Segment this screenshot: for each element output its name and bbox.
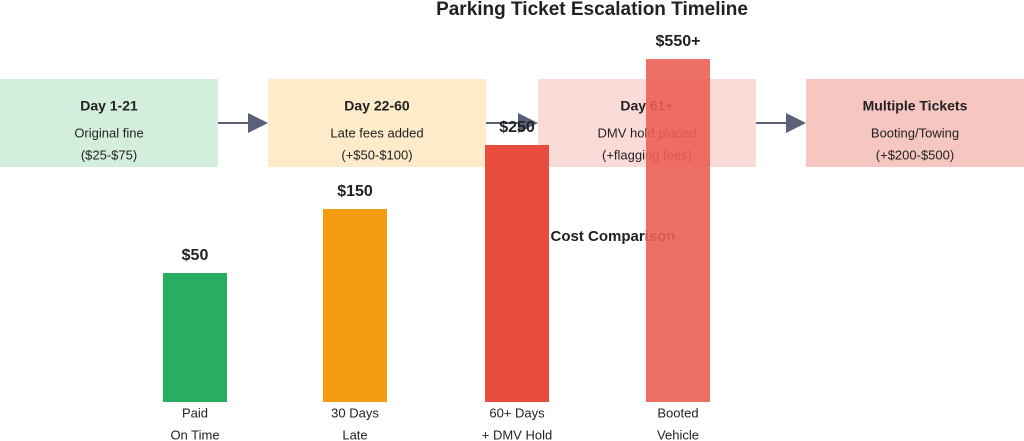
cost-bar [485,145,549,402]
bar-label: 30 Days [331,405,379,420]
cost-amount: $250 [499,119,535,136]
stage-text: Original fine [74,125,143,140]
cost-amount: $50 [182,247,209,264]
bar-label: Vehicle [657,427,699,441]
cost-amount: $550+ [656,33,701,50]
cost-bar [163,273,227,402]
bar-label: Booted [657,405,698,420]
bar-label: 60+ Days [489,405,545,420]
stage-title: Day 1-21 [80,98,138,114]
stage-title: Multiple Tickets [863,98,968,114]
stage-box [268,79,486,167]
bar-label: Paid [182,405,208,420]
stage-text: Booting/Towing [871,125,959,140]
stage-text: (+$50-$100) [341,147,412,162]
bar-label: Late [342,427,367,441]
stage-box [806,79,1024,167]
stage-text: Late fees added [330,125,423,140]
stage-text: ($25-$75) [81,147,137,162]
comparison-title: Cost Comparison [550,228,675,245]
title: Parking Ticket Escalation Timeline [436,0,748,20]
bar-label: + DMV Hold [482,427,552,441]
cost-bar [646,59,710,402]
stage-box [0,79,218,167]
cost-amount: $150 [337,183,373,200]
bar-label: On Time [170,427,219,441]
stage-text: (+$200-$500) [876,147,954,162]
stage-title: Day 22-60 [344,98,410,114]
cost-bar [323,209,387,402]
